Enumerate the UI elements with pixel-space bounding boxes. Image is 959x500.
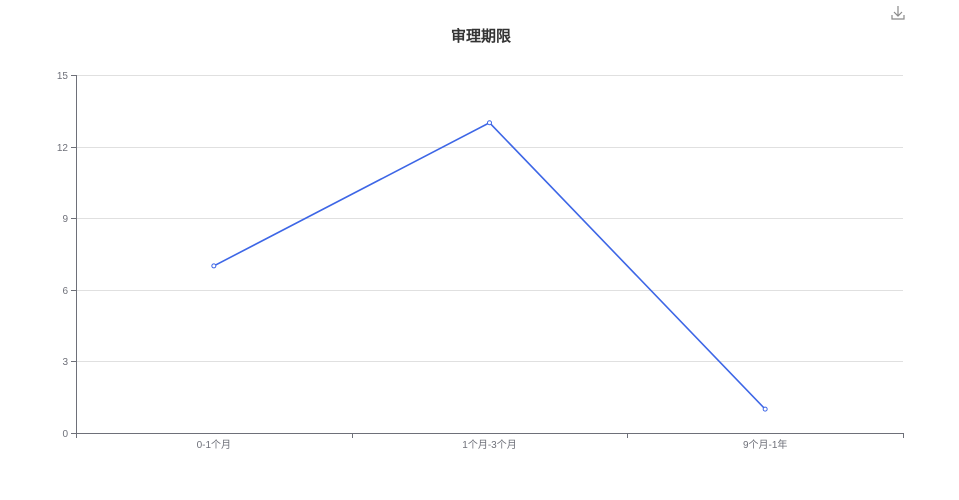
chart-title: 审理期限 bbox=[450, 28, 511, 45]
series-line bbox=[213, 121, 766, 410]
data-point bbox=[211, 263, 217, 269]
x-tick-label: 9个月-1年 bbox=[743, 438, 787, 451]
download-button[interactable] bbox=[889, 4, 907, 22]
axes: 0 3 6 9 12 15 0-1个月 1个月-3个月 9个月-1年 bbox=[57, 71, 904, 451]
data-point bbox=[762, 406, 768, 412]
grid-lines bbox=[76, 75, 903, 362]
y-tick-label: 9 bbox=[62, 214, 68, 225]
y-tick-label: 6 bbox=[62, 286, 68, 297]
x-tick-label: 1个月-3个月 bbox=[462, 439, 516, 451]
download-icon bbox=[891, 6, 905, 20]
y-tick-label: 0 bbox=[62, 429, 68, 440]
y-tick-label: 3 bbox=[62, 357, 68, 368]
y-tick-label: 12 bbox=[57, 143, 69, 154]
data-point bbox=[487, 120, 492, 126]
series bbox=[211, 120, 768, 412]
y-tick-label: 15 bbox=[57, 71, 69, 82]
x-tick-label: 0-1个月 bbox=[197, 439, 231, 451]
